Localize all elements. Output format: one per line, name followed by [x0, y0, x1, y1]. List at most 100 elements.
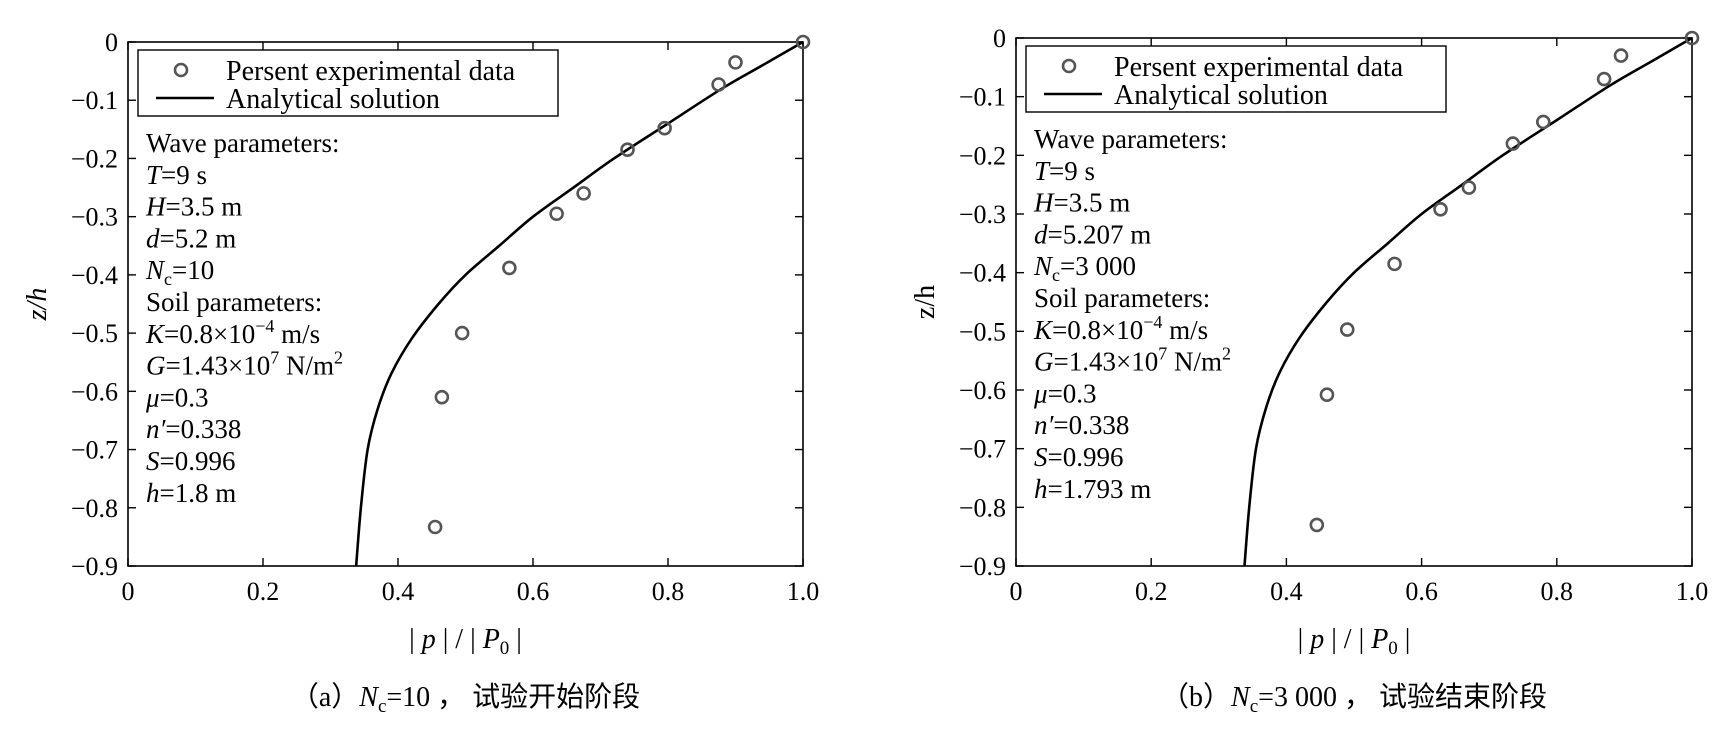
wave-parameter-1-symbol: H [1033, 188, 1055, 218]
x-label-part: P [1370, 624, 1388, 655]
experimental-data-point [728, 55, 743, 70]
wave-parameter-0-symbol: T [1034, 156, 1051, 186]
wave-parameter-1-value: =3.5 m [166, 192, 243, 222]
soil-parameter-0-value: =0.8×10 [164, 319, 255, 349]
y-tick-label: −0.4 [959, 259, 1006, 288]
y-tick-label: −0.7 [959, 435, 1006, 464]
wave-parameter-3-value: =3 000 [1060, 251, 1136, 281]
experimental-data-point [795, 34, 811, 50]
soil-parameter-5: h=1.793 m [1034, 474, 1151, 504]
x-label-part: | / | [1324, 624, 1371, 655]
soil-parameter-5-value: =1.793 m [1048, 474, 1152, 504]
soil-parameter-2-symbol: μ [1033, 378, 1048, 408]
experimental-data-point [1461, 180, 1477, 195]
x-tick-label: 1.0 [787, 577, 820, 606]
soil-parameter-1-superscript: 7 [1158, 344, 1167, 364]
y-tick-label: −0.9 [959, 552, 1006, 581]
experimental-data-point [711, 77, 726, 92]
caption-text: =10 ， 试验开始阶段 [386, 681, 640, 713]
x-label-part: | / | [436, 624, 483, 655]
y-tick-label: −0.6 [959, 376, 1006, 405]
wave-parameter-1: H=3.5 m [1033, 188, 1130, 218]
experimental-data-point [502, 260, 517, 276]
x-label-part: | [1398, 624, 1411, 655]
x-tick-label: 0.6 [517, 577, 550, 606]
y-tick-label: −0.4 [71, 261, 118, 290]
wave-parameter-3-symbol: N [1033, 251, 1054, 281]
x-label-part: P [482, 624, 500, 655]
y-tick-label: −0.9 [71, 552, 118, 581]
wave-parameter-1-value: =3.5 m [1054, 188, 1131, 218]
y-tick-label: −0.8 [71, 494, 118, 523]
experimental-data-point [657, 120, 672, 136]
soil-parameter-3-value: =0.338 [165, 414, 241, 444]
y-axis-label: z/h [910, 285, 941, 319]
wave-parameter-2: d=5.2 m [146, 223, 236, 253]
wave-parameter-2: d=5.207 m [1034, 219, 1151, 249]
soil-parameter-0: K=0.8×10−4 m/s [1033, 312, 1208, 345]
soil-parameter-3-symbol: n′ [146, 414, 167, 444]
caption-prefix: （a） [291, 681, 359, 713]
soil-parameter-0-symbol: K [1033, 315, 1054, 345]
y-tick-label: −0.5 [71, 319, 118, 348]
y-tick-label: −0.1 [71, 86, 118, 115]
x-tick-label: 0 [122, 577, 135, 606]
soil-parameter-1-value: =1.43×10 [166, 351, 271, 381]
experimental-data-point [1433, 202, 1448, 217]
wave-parameter-3: Nc=3 000 [1033, 251, 1136, 285]
x-axis-label: | p | / | P0 | [1298, 624, 1411, 659]
wave-parameter-3: Nc=10 [145, 255, 214, 289]
y-tick-label: −0.3 [959, 200, 1006, 229]
x-tick-label: 0.2 [247, 577, 280, 606]
soil-parameter-0: K=0.8×10−4 m/s [145, 316, 320, 349]
wave-parameter-0-value: =9 s [1049, 156, 1095, 186]
plot-frame [127, 41, 804, 567]
caption-symbol: N [358, 682, 379, 713]
experimental-data-point [1596, 71, 1612, 87]
soil-parameter-0-unit: m/s [1162, 315, 1208, 345]
experimental-data-point [576, 186, 591, 201]
wave-parameter-3-value: =10 [172, 255, 214, 285]
legend-label-scatter: Persent experimental data [1114, 52, 1404, 83]
soil-parameter-4-value: =0.996 [1048, 442, 1124, 472]
wave-parameter-2-symbol: d [1034, 219, 1048, 249]
legend-marker-scatter [1061, 58, 1077, 74]
soil-parameter-2-value: =0.3 [1048, 378, 1097, 408]
legend-label-analytical: Analytical solution [226, 84, 440, 115]
experimental-data-point [1613, 48, 1629, 63]
soil-parameter-5-symbol: h [1034, 474, 1048, 504]
chart-panel-b: 0 0.2 0.4 0.6 0.8 1.0 0 −0.1 −0.2 −0.3 −0.4 −0.5 −0.… [910, 24, 1708, 717]
panel-caption: （a）Nc=10 ， 试验开始阶段 [291, 681, 640, 717]
soil-parameter-4-value: =0.996 [160, 446, 236, 476]
x-tick-label: 0.4 [382, 577, 415, 606]
wave-parameter-0-symbol: T [146, 160, 163, 190]
x-tick-label: 0.4 [1270, 577, 1303, 606]
wave-parameter-2-value: =5.207 m [1048, 219, 1152, 249]
experimental-data-point [454, 325, 470, 341]
experimental-data-point [434, 389, 450, 405]
y-tick-label: 0 [993, 24, 1006, 53]
soil-parameter-4-symbol: S [1034, 442, 1048, 472]
y-tick-label: −0.1 [959, 83, 1006, 112]
soil-parameter-1-value: =1.43×10 [1054, 347, 1159, 377]
soil-parameter-1-unit-superscript: 2 [1222, 344, 1231, 364]
x-tick-label: 0 [1010, 577, 1023, 606]
y-tick-label: −0.2 [71, 144, 118, 173]
y-label-part: z/h [910, 285, 941, 319]
experimental-data-point [427, 519, 443, 535]
chart-panel-a: 0 0.2 0.4 0.6 0.8 1.0 0 −0.1 −0.2 −0.3 −0.4 −0.5 −0.… [22, 28, 819, 717]
x-tick-label: 0.6 [1405, 577, 1438, 606]
y-axis-label: z/h [22, 288, 53, 322]
soil-parameter-1-unit: N/m [1167, 347, 1222, 377]
soil-parameter-3-symbol: n′ [1034, 410, 1055, 440]
legend-box [1025, 45, 1447, 113]
panel-caption: （b）Nc=3 000 ， 试验结束阶段 [1161, 681, 1547, 717]
experimental-data-point [1505, 136, 1521, 151]
x-label-part: p [1308, 624, 1324, 655]
y-tick-label: −0.5 [959, 317, 1006, 346]
experimental-data-point [1684, 30, 1700, 46]
analytical-solution-line [354, 40, 804, 567]
legend-label-scatter: Persent experimental data [226, 56, 516, 87]
soil-parameter-0-value: =0.8×10 [1052, 315, 1143, 345]
